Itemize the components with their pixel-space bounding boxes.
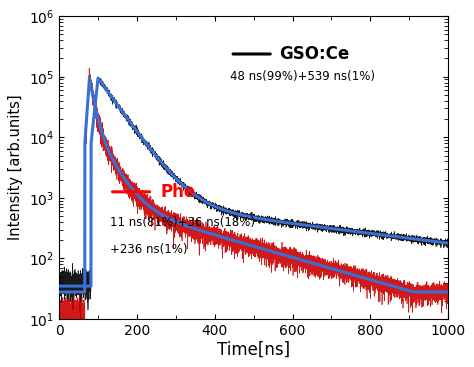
Text: 48 ns(99%)+539 ns(1%): 48 ns(99%)+539 ns(1%) <box>230 70 375 83</box>
Text: 11 ns(81%)+36 ns(18%): 11 ns(81%)+36 ns(18%) <box>109 215 255 229</box>
Y-axis label: Intensity [arb.units]: Intensity [arb.units] <box>9 95 23 240</box>
X-axis label: Time[ns]: Time[ns] <box>217 341 290 359</box>
Text: Phe: Phe <box>160 183 195 201</box>
Text: +236 ns(1%): +236 ns(1%) <box>109 243 187 256</box>
Text: GSO:Ce: GSO:Ce <box>279 45 349 63</box>
